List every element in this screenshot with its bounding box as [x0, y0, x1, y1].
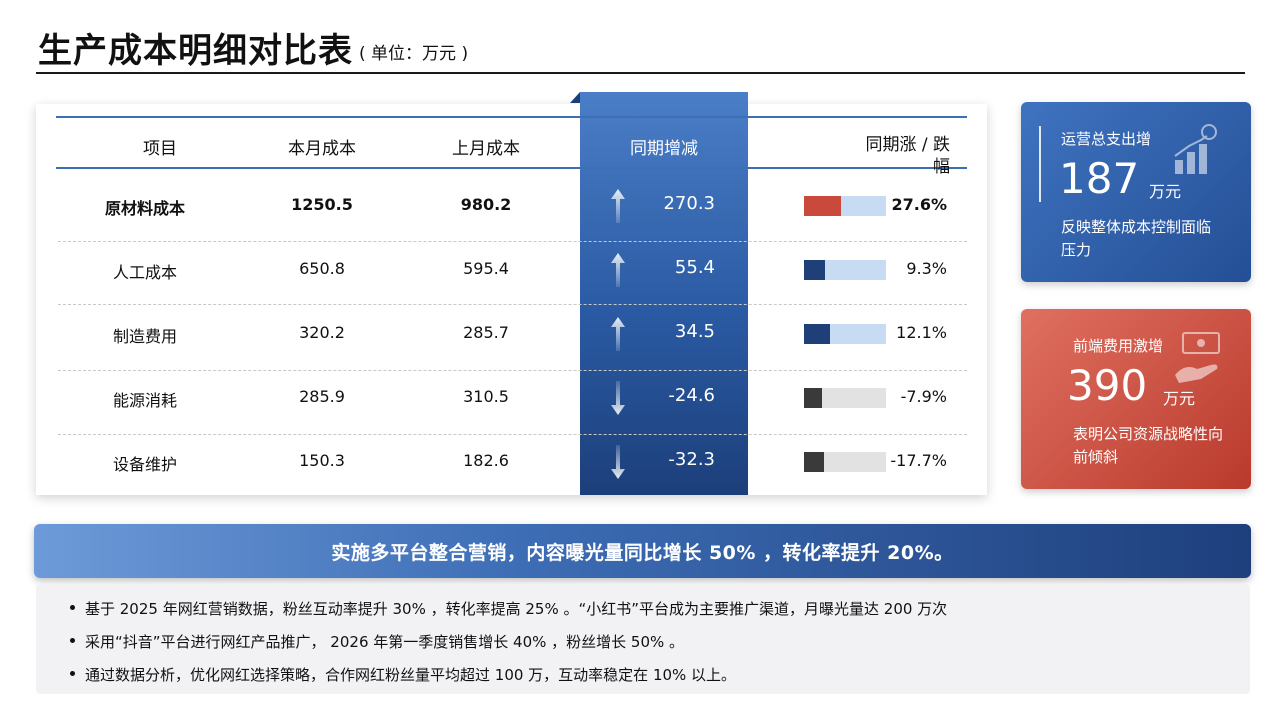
header-current: 本月成本 [288, 139, 356, 159]
change-bar-track [804, 388, 886, 408]
header-pct: 同期涨 / 跌幅 [865, 135, 950, 177]
kpi-unit: 万元 [1149, 182, 1182, 201]
row-separator [58, 370, 967, 371]
note-text: 基于 2025 年网红营销数据，粉丝互动率提升 30% ，转化率提高 25% 。… [85, 600, 948, 618]
table-cell-item: 人工成本 [112, 263, 177, 282]
summary-banner: 实施多平台整合营销，内容曝光量同比增长 50% ，转化率提升 20%。 [34, 524, 1251, 578]
change-bar-fill [804, 388, 822, 408]
title-divider [36, 72, 1245, 74]
table-cell-previous: 182.6 [463, 451, 509, 470]
change-bar-fill [804, 260, 825, 280]
header-item: 项目 [143, 139, 177, 159]
table-cell-previous: 285.7 [463, 323, 509, 342]
table-cell-current: 285.9 [299, 387, 345, 406]
table-cell-item: 原材料成本 [104, 199, 185, 218]
kpi-description: 表明公司资源战略性向前倾斜 [1073, 425, 1224, 466]
table-cell-previous: 595.4 [463, 259, 509, 278]
table-cell-item: 能源消耗 [112, 391, 177, 410]
arrow-up-icon [611, 189, 625, 223]
bullet-icon [70, 671, 75, 676]
row-separator [58, 304, 967, 305]
kpi-card-total-expense: 运营总支出增 187 万元 反映整体成本控制面临压力 [1021, 102, 1251, 282]
kpi-unit: 万元 [1163, 389, 1196, 408]
header-delta: 同期增减 [630, 139, 698, 159]
table-cell-delta: -24.6 [668, 385, 715, 406]
page-header: 生产成本明细对比表 ( 单位：万元 ) [38, 22, 468, 72]
table-cell-delta: -32.3 [668, 449, 715, 470]
table-cell-delta: 34.5 [674, 321, 715, 342]
table-cell-current: 320.2 [299, 323, 345, 342]
bullet-icon [70, 638, 75, 643]
change-bar-track [804, 196, 886, 216]
cost-table-card [36, 104, 987, 495]
money-hand-icon [1175, 332, 1220, 383]
table-cell-item: 设备维护 [112, 455, 177, 474]
change-bar-fill [804, 452, 824, 472]
table-cell-previous: 310.5 [463, 387, 509, 406]
kpi-card-frontend-cost: 前端费用激增 390 万元 表明公司资源战略性向前倾斜 [1021, 309, 1251, 489]
kpi-label: 前端费用激增 [1073, 337, 1164, 355]
kpi-description: 反映整体成本控制面临压力 [1061, 218, 1212, 259]
table-cell-item: 制造费用 [112, 327, 177, 346]
kpi-value: 187 [1059, 154, 1140, 203]
table-cell-previous: 980.2 [460, 195, 512, 214]
row-separator [58, 434, 967, 435]
table-cell-current: 650.8 [299, 259, 345, 278]
note-item: 通过数据分析，优化网红选择策略，合作网红粉丝量平均超过 100 万，互动率稳定在… [70, 664, 736, 685]
header-rule-top [56, 116, 967, 118]
arrow-up-icon [611, 253, 625, 287]
table-cell-pct: -17.7% [890, 451, 947, 470]
header-rule-bottom [56, 167, 967, 169]
arrow-down-icon [611, 381, 625, 415]
bullet-icon [70, 605, 75, 610]
kpi-label: 运营总支出增 [1061, 130, 1152, 148]
note-text: 通过数据分析，优化网红选择策略，合作网红粉丝量平均超过 100 万，互动率稳定在… [85, 666, 737, 684]
table-cell-pct: 12.1% [896, 323, 947, 342]
table-cell-pct: 27.6% [891, 195, 947, 214]
arrow-down-icon [611, 445, 625, 479]
page-title: 生产成本明细对比表 [38, 31, 353, 71]
summary-banner-text: 实施多平台整合营销，内容曝光量同比增长 50% ，转化率提升 20%。 [331, 541, 954, 564]
unit-label: ( 单位：万元 ) [359, 44, 469, 64]
change-bar-track [804, 452, 886, 472]
note-item: 采用“抖音”平台进行网红产品推广， 2026 年第一季度销售增长 40% ，粉丝… [70, 631, 684, 652]
change-bar-fill [804, 196, 841, 216]
table-cell-pct: -7.9% [900, 387, 947, 406]
delta-highlight-column [580, 92, 748, 495]
table-cell-delta: 55.4 [674, 257, 715, 278]
change-bar-track [804, 260, 886, 280]
highlight-notch [570, 92, 580, 103]
note-item: 基于 2025 年网红营销数据，粉丝互动率提升 30% ，转化率提高 25% 。… [70, 598, 947, 619]
change-bar-track [804, 324, 886, 344]
note-text: 采用“抖音”平台进行网红产品推广， 2026 年第一季度销售增长 40% ，粉丝… [85, 633, 685, 651]
change-bar-fill [804, 324, 830, 344]
table-cell-current: 150.3 [299, 451, 345, 470]
kpi-accent-line [1039, 126, 1041, 202]
arrow-up-icon [611, 317, 625, 351]
table-cell-current: 1250.5 [291, 195, 353, 214]
growth-chart-icon [1174, 124, 1217, 174]
notes-panel: 基于 2025 年网红营销数据，粉丝互动率提升 30% ，转化率提高 25% 。… [36, 584, 1250, 694]
kpi-value: 390 [1067, 361, 1148, 410]
table-cell-pct: 9.3% [906, 259, 947, 278]
table-cell-delta: 270.3 [663, 193, 715, 214]
row-separator [58, 241, 967, 242]
header-previous: 上月成本 [452, 139, 520, 159]
